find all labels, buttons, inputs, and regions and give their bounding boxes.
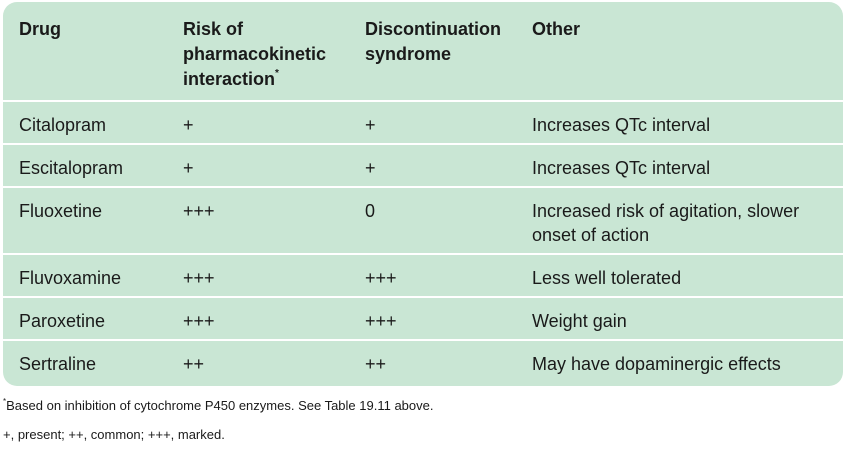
cell-other: Weight gain: [516, 296, 843, 340]
footnote-marker: *: [275, 68, 279, 79]
table-row: Sertraline ++ ++ May have dopaminergic e…: [3, 339, 843, 382]
column-header-other: Other: [532, 19, 581, 39]
cell-discontinuation: +++: [349, 296, 516, 340]
cell-interaction: +: [167, 143, 349, 187]
cell-interaction: +++: [167, 296, 349, 340]
cell-discontinuation: ++: [349, 339, 516, 382]
table-footnotes: *Based on inhibition of cytochrome P450 …: [3, 398, 843, 456]
cell-drug: Citalopram: [3, 100, 167, 144]
cell-other: Less well tolerated: [516, 253, 843, 297]
footnote-marker: *: [3, 397, 7, 406]
cell-drug: Escitalopram: [3, 143, 167, 187]
cell-interaction: +++: [167, 186, 349, 254]
cell-drug: Sertraline: [3, 339, 167, 382]
cell-drug: Fluoxetine: [3, 186, 167, 254]
table-row: Citalopram + + Increases QTc interval: [3, 100, 843, 144]
cell-interaction: +: [167, 100, 349, 144]
table-row: Paroxetine +++ +++ Weight gain: [3, 296, 843, 340]
cell-other: Increases QTc interval: [516, 143, 843, 187]
ssri-comparison-table: Drug Risk of pharmacokinetic interaction…: [3, 2, 843, 382]
table-header-row: Drug Risk of pharmacokinetic interaction…: [3, 2, 843, 101]
cell-drug: Fluvoxamine: [3, 253, 167, 297]
cell-other: Increased risk of agitation, slower onse…: [516, 186, 843, 254]
table-row: Fluvoxamine +++ +++ Less well tolerated: [3, 253, 843, 297]
footnote-legend: +, present; ++, common; +++, marked.: [3, 427, 225, 442]
drug-comparison-table-panel: Drug Risk of pharmacokinetic interaction…: [3, 2, 843, 386]
cell-discontinuation: 0: [349, 186, 516, 254]
cell-interaction: ++: [167, 339, 349, 382]
cell-discontinuation: +: [349, 143, 516, 187]
cell-interaction: +++: [167, 253, 349, 297]
column-header-discontinuation: Discontinuation syndrome: [365, 19, 501, 64]
column-header-drug: Drug: [19, 19, 61, 39]
cell-discontinuation: +++: [349, 253, 516, 297]
table-row: Fluoxetine +++ 0 Increased risk of agita…: [3, 186, 843, 254]
footnote-interaction-basis: *Based on inhibition of cytochrome P450 …: [3, 397, 434, 414]
cell-other: May have dopaminergic effects: [516, 339, 843, 382]
column-header-interaction: Risk of pharmacokinetic interaction*: [183, 19, 327, 89]
cell-discontinuation: +: [349, 100, 516, 144]
cell-other: Increases QTc interval: [516, 100, 843, 144]
table-row: Escitalopram + + Increases QTc interval: [3, 143, 843, 187]
cell-drug: Paroxetine: [3, 296, 167, 340]
